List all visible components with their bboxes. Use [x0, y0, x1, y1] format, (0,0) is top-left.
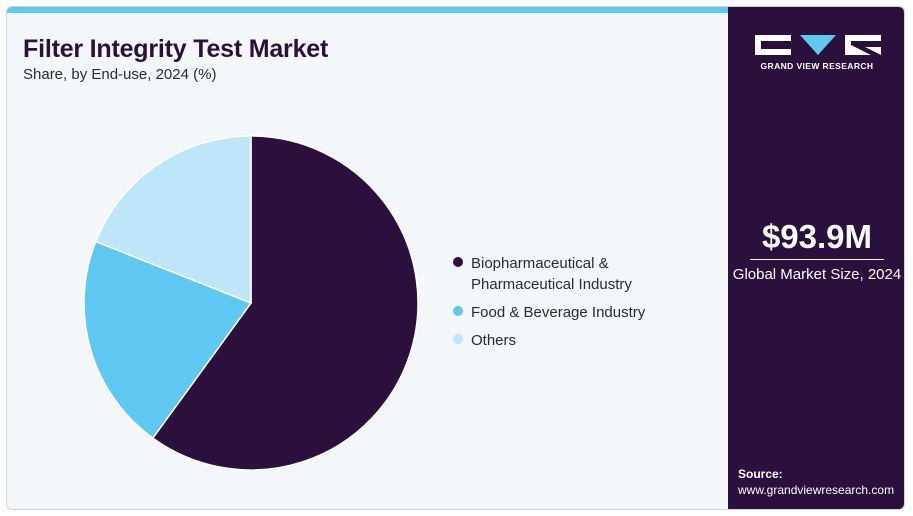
legend-item-biopharma: Biopharmaceutical & Pharmaceutical Indus… — [453, 253, 671, 295]
summary-sidebar: GRAND VIEW RESEARCH $93.9M Global Market… — [728, 7, 904, 509]
source-link[interactable]: www.grandviewresearch.com — [738, 483, 895, 497]
chart-panel: Filter Integrity Test Market Share, by E… — [7, 13, 728, 509]
legend-item-food-beverage: Food & Beverage Industry — [453, 302, 671, 323]
source-label: Source: — [738, 467, 783, 481]
pie-chart-container — [81, 133, 421, 473]
legend-label-biopharma: Biopharmaceutical & Pharmaceutical Indus… — [471, 255, 632, 293]
legend-marker-biopharma — [453, 257, 463, 267]
grand-view-research-logo — [755, 35, 881, 55]
legend-item-others: Others — [453, 330, 671, 351]
chart-legend: Biopharmaceutical & Pharmaceutical Indus… — [453, 253, 671, 358]
market-size-label: Global Market Size, 2024 — [732, 266, 902, 283]
pie-slice-food-beverage — [83, 240, 253, 440]
legend-marker-others — [453, 334, 463, 344]
legend-marker-food-beverage — [453, 306, 463, 316]
pie-chart — [83, 135, 419, 471]
legend-label-food-beverage: Food & Beverage Industry — [471, 304, 646, 321]
legend-label-others: Others — [471, 332, 517, 349]
infographic-card: Filter Integrity Test Market Share, by E… — [6, 6, 905, 510]
pie-slice-others — [94, 135, 252, 305]
chart-title: Filter Integrity Test Market — [23, 35, 329, 63]
value-divider — [750, 259, 884, 260]
accent-bar — [7, 7, 728, 13]
brand-name: GRAND VIEW RESEARCH — [760, 61, 874, 71]
market-size-value: $93.9M — [761, 218, 873, 255]
chart-subtitle: Share, by End-use, 2024 (%) — [23, 66, 217, 83]
pie-slice-biopharma — [151, 135, 419, 471]
